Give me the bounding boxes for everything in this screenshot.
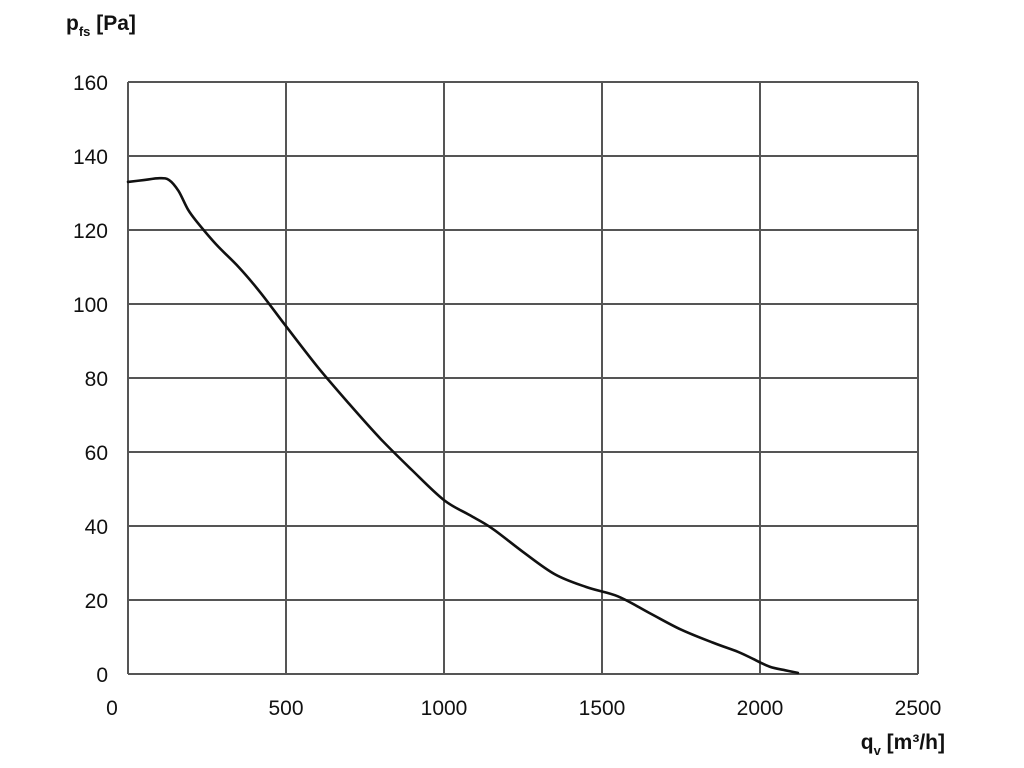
x-axis-title: qv [m³/h]: [861, 731, 945, 758]
y-axis-title-sub: fs: [79, 24, 91, 39]
y-tick-label: 20: [85, 590, 108, 613]
x-axis-title-sub: v: [874, 743, 882, 758]
y-axis-title: pfs [Pa]: [66, 12, 136, 39]
y-axis-title-main: p: [66, 12, 79, 35]
y-tick-label: 60: [85, 442, 108, 465]
x-axis-title-main: q: [861, 731, 874, 754]
x-tick-label: 2500: [895, 697, 942, 720]
x-tick-label: 1500: [579, 697, 626, 720]
y-tick-label: 40: [85, 516, 108, 539]
y-tick-label: 0: [96, 664, 108, 687]
grid: [127, 81, 919, 675]
x-axis-title-unit: [m³/h]: [881, 731, 945, 754]
x-tick-label: 2000: [737, 697, 784, 720]
y-axis-title-unit: [Pa]: [90, 12, 136, 35]
y-tick-labels: 0 20 40 60 80 100 120 140 160: [73, 72, 108, 687]
y-tick-label: 100: [73, 294, 108, 317]
y-tick-label: 140: [73, 146, 108, 169]
x-tick-label: 0: [106, 697, 118, 720]
fan-curve-line: [126, 176, 800, 675]
x-tick-labels: 0 500 1000 1500 2000 2500: [106, 697, 941, 720]
y-tick-label: 80: [85, 368, 108, 391]
y-tick-label: 120: [73, 220, 108, 243]
x-tick-label: 1000: [421, 697, 468, 720]
y-tick-label: 160: [73, 72, 108, 95]
x-tick-label: 500: [268, 697, 303, 720]
